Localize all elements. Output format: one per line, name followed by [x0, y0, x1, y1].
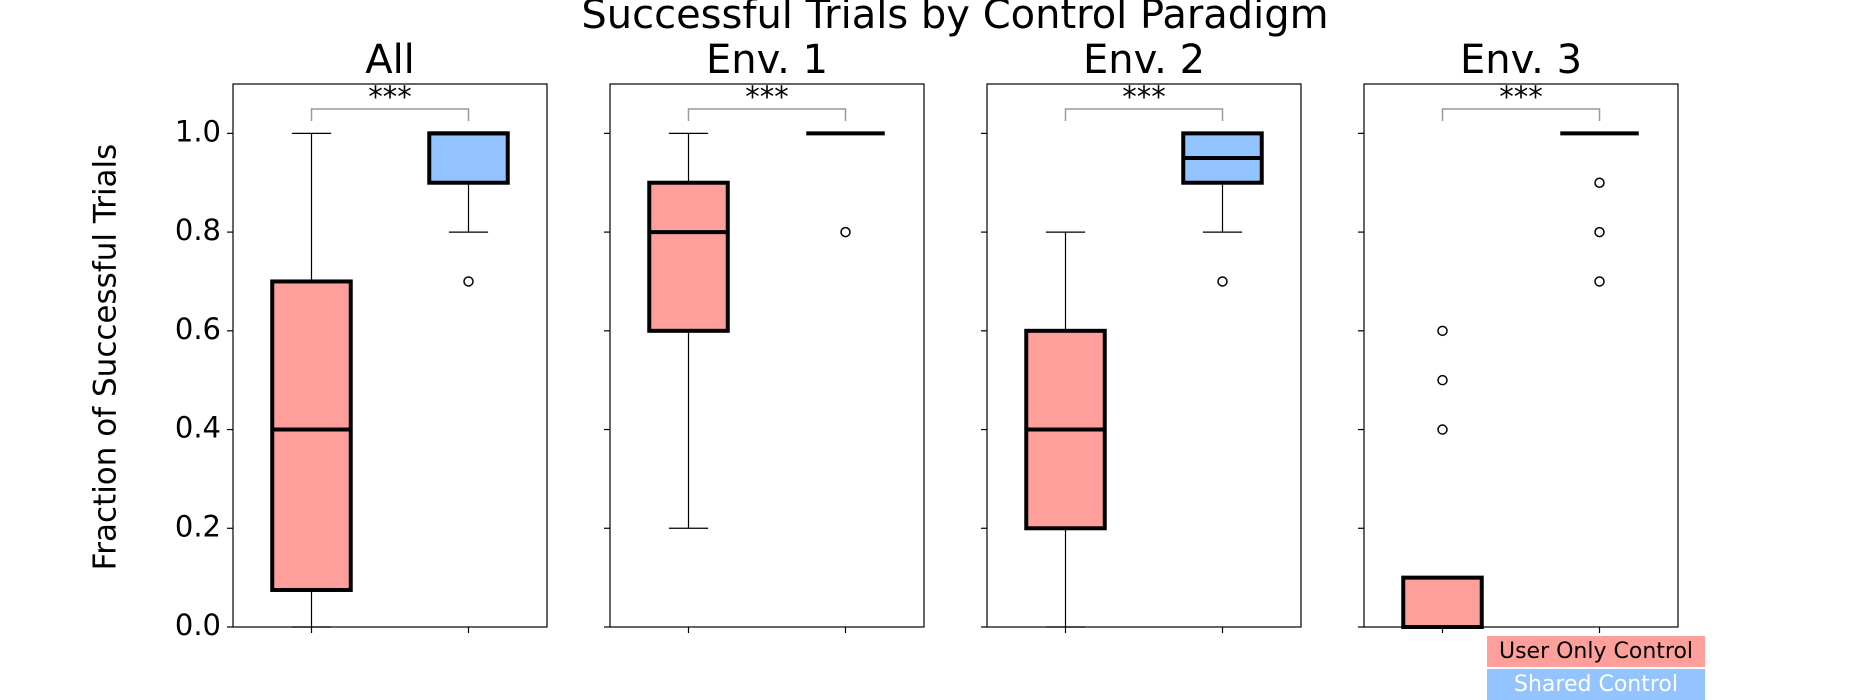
outlier	[840, 226, 851, 238]
legend-label: User Only Control	[1499, 639, 1693, 664]
significance-label: ***	[1499, 80, 1543, 114]
significance-bracket	[310, 108, 470, 121]
outlier	[1594, 226, 1605, 238]
panel-title: All	[365, 37, 415, 83]
legend-label: Shared Control	[1514, 672, 1678, 697]
chart-title: Successful Trials by Control Paradigm	[581, 0, 1328, 38]
outlier	[463, 276, 474, 287]
outlier	[1217, 276, 1228, 287]
panel-title: Env. 3	[1460, 37, 1582, 83]
outlier	[1437, 424, 1448, 435]
box	[1401, 575, 1484, 629]
y-axis-label: Fraction of Successful Trials	[88, 144, 124, 571]
y-tick-label: 0.4	[175, 411, 221, 445]
box	[270, 279, 353, 592]
outlier	[1437, 325, 1448, 337]
legend-swatch	[1487, 669, 1705, 700]
axes-frame	[1363, 83, 1679, 628]
y-tick-label: 0.6	[175, 312, 221, 346]
significance-bracket	[1064, 108, 1224, 121]
legend-swatch	[1487, 636, 1705, 667]
box	[647, 180, 730, 333]
y-tick-label: 1.0	[175, 114, 221, 148]
outlier	[1594, 276, 1605, 287]
significance-bracket	[1441, 108, 1601, 121]
y-tick-label: 0.2	[175, 509, 221, 543]
axes-frame	[609, 83, 925, 628]
significance-bracket	[687, 108, 847, 121]
y-tick-label: 0.8	[175, 213, 221, 247]
panel-title: Env. 2	[1083, 37, 1205, 83]
significance-label: ***	[368, 80, 412, 114]
box	[427, 131, 510, 185]
axes-frame	[986, 83, 1302, 628]
y-tick-label: 0.0	[175, 608, 221, 642]
significance-label: ***	[1122, 80, 1166, 114]
outlier	[1437, 374, 1448, 386]
outlier	[1594, 177, 1605, 188]
significance-label: ***	[745, 80, 789, 114]
axes-frame	[232, 83, 548, 628]
panel-title: Env. 1	[706, 37, 828, 83]
